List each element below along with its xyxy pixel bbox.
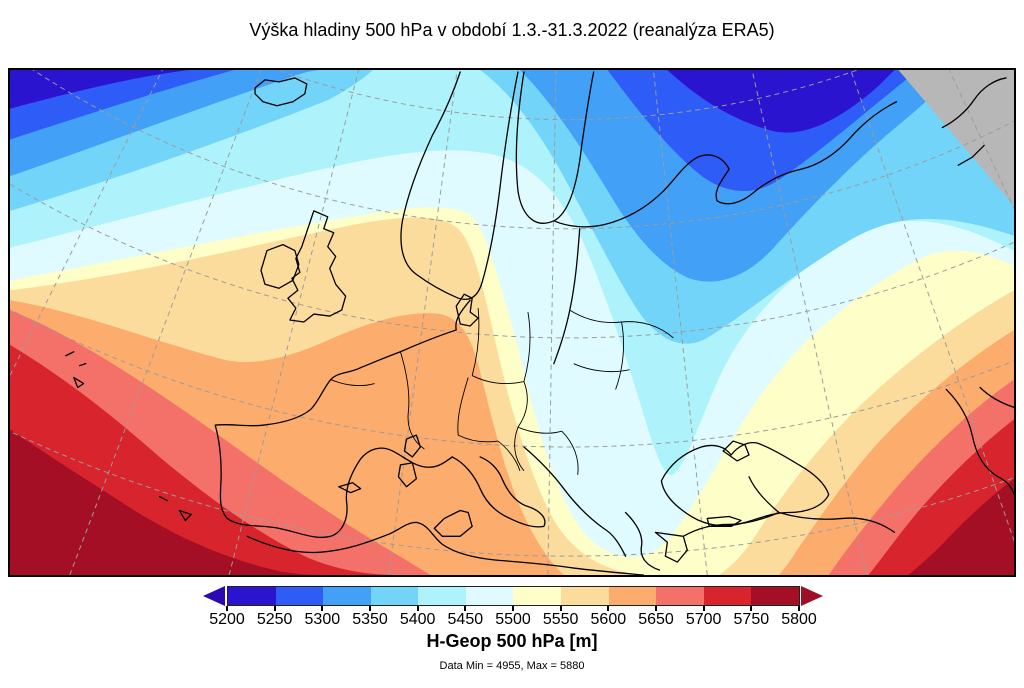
colorbar-tick bbox=[750, 606, 753, 611]
colorbar-tick bbox=[369, 606, 371, 611]
coast-ireland bbox=[260, 243, 300, 289]
contour-band-5750-sw bbox=[10, 429, 321, 575]
colorbar-cell bbox=[513, 587, 562, 605]
colorbar-tick-label: 5350 bbox=[352, 611, 388, 628]
coast-scandinavia bbox=[400, 71, 519, 300]
colorbar-tick bbox=[655, 606, 657, 611]
colorbar-cell bbox=[656, 587, 704, 605]
coast-denmark bbox=[455, 293, 479, 327]
colorbar-tick-label: 5200 bbox=[209, 611, 245, 628]
colorbar-cell bbox=[228, 587, 276, 605]
colorbar-above-arrow bbox=[801, 586, 823, 606]
coast-north-africa bbox=[246, 521, 645, 575]
colorbar-title: H-Geop 500 hPa [m] bbox=[426, 631, 598, 651]
colorbar-tick bbox=[798, 606, 800, 611]
contour-band-5750-se bbox=[908, 478, 1014, 575]
colorbar-tick-label: 5550 bbox=[542, 611, 579, 628]
coast-atlantic-islands bbox=[65, 351, 422, 522]
coast-sicily bbox=[433, 509, 473, 537]
coast-aegean-turkey bbox=[682, 476, 896, 537]
colorbar-cell bbox=[370, 587, 419, 605]
colorbar-tick-label: 5750 bbox=[733, 611, 770, 628]
country-borders bbox=[330, 308, 674, 475]
colorbar-tick bbox=[321, 606, 324, 611]
colorbar-ticks bbox=[203, 606, 823, 611]
colorbar-tick-label: 5450 bbox=[447, 611, 484, 628]
colorbar-cell bbox=[561, 587, 609, 605]
colorbar-cell bbox=[703, 587, 752, 605]
colorbar-below-arrow bbox=[203, 586, 225, 606]
colorbar bbox=[203, 586, 823, 606]
contour-band-5200-east bbox=[667, 70, 895, 133]
colorbar-tick bbox=[464, 606, 467, 611]
colorbar-tick bbox=[607, 606, 610, 611]
colorbar-tick-label: 5800 bbox=[781, 611, 817, 628]
colorbar-tick-label: 5250 bbox=[256, 611, 293, 628]
colorbar-tick-label: 5600 bbox=[590, 611, 627, 628]
colorbar-tick-label: 5700 bbox=[685, 611, 722, 628]
colorbar-cell bbox=[323, 587, 371, 605]
coastlines bbox=[65, 71, 1014, 575]
colorbar-cell bbox=[275, 587, 324, 605]
weather-map bbox=[8, 68, 1016, 577]
colorbar-cells bbox=[227, 586, 800, 606]
colorbar-tick-label: 5300 bbox=[304, 611, 341, 628]
colorbar-tick bbox=[273, 606, 276, 611]
colorbar-labels: 5200 5250 5300 5350 5400 5450 5500 5550 5600 5650… bbox=[203, 611, 823, 629]
coast-black-sea bbox=[660, 440, 830, 527]
colorbar-tick bbox=[702, 606, 705, 611]
data-range-note: Data Min = 4955, Max = 5880 bbox=[439, 660, 585, 672]
colorbar-cell bbox=[751, 587, 799, 605]
colorbar-tick bbox=[512, 606, 514, 611]
coast-continent-west bbox=[214, 299, 471, 538]
contour-band-5200-west bbox=[10, 70, 190, 109]
coast-novaya-zemlya bbox=[941, 77, 1007, 166]
coast-finland-baltic bbox=[515, 71, 605, 365]
colorbar-tick bbox=[226, 606, 228, 611]
colorbar-tick bbox=[416, 606, 419, 611]
colorbar-cell bbox=[418, 587, 466, 605]
colorbar-tick-label: 5650 bbox=[638, 611, 674, 628]
colorbar-tick-label: 5500 bbox=[495, 611, 531, 628]
graticule bbox=[10, 70, 1014, 575]
colorbar-cell bbox=[608, 587, 657, 605]
coast-caspian bbox=[945, 386, 1014, 496]
colorbar-tick bbox=[559, 606, 562, 611]
coast-nw-russia bbox=[602, 101, 898, 226]
figure-title: Výška hladiny 500 hPa v období 1.3.-31.3… bbox=[249, 20, 775, 40]
contour-field bbox=[10, 70, 1014, 575]
coast-crete bbox=[706, 515, 742, 528]
coast-great-britain bbox=[287, 210, 347, 323]
colorbar-tick-label: 5400 bbox=[399, 611, 436, 628]
colorbar-cell bbox=[465, 587, 514, 605]
coast-italy bbox=[451, 456, 546, 528]
coast-iceland bbox=[254, 77, 308, 107]
